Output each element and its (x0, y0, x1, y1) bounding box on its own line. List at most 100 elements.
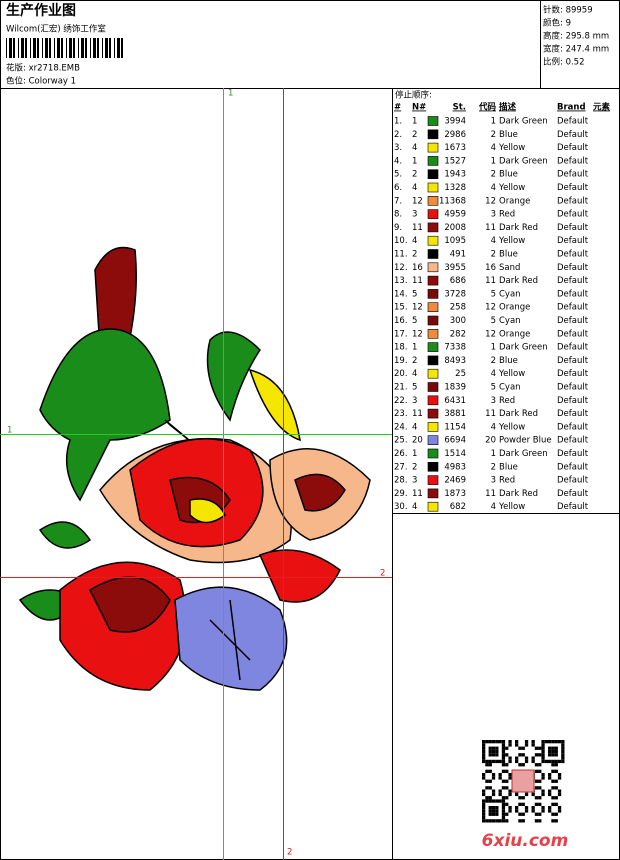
bar-stripe (81, 38, 84, 58)
description: Blue (499, 462, 518, 472)
qr-cell (534, 802, 539, 806)
qr-cell (498, 799, 502, 803)
watermark: 6xiu.com (482, 831, 569, 851)
code: 11 (485, 223, 496, 233)
needle: 3 (412, 476, 417, 486)
qr-cell (491, 776, 496, 780)
bar-stripe (57, 38, 60, 58)
qr-cell (482, 789, 486, 793)
qr-cell (482, 776, 486, 780)
qr-cell (538, 819, 542, 823)
qr-cell (531, 756, 535, 760)
color-swatch (427, 422, 439, 432)
code: 12 (485, 329, 496, 339)
qr-cell (485, 779, 489, 783)
description: Dark Green (499, 343, 548, 353)
row-number: 25. (394, 436, 408, 446)
color-swatch (427, 116, 439, 126)
column-header: 元素 (593, 102, 611, 113)
qr-cell (544, 740, 548, 744)
qr-cell (521, 812, 525, 816)
description: Red (499, 210, 515, 220)
color-swatch (427, 169, 439, 179)
qr-cell (508, 759, 512, 764)
qr-cell (501, 796, 506, 800)
description: Orange (499, 303, 530, 313)
qr-cell (482, 773, 486, 777)
qr-cell (534, 796, 539, 800)
row-number: 29. (394, 489, 408, 499)
stitches: 1943 (444, 170, 466, 180)
qr-cell (482, 806, 486, 810)
qr-cell (541, 789, 545, 793)
color-swatch (427, 302, 439, 313)
qr-cell (495, 740, 499, 744)
stitches: 6431 (444, 396, 466, 406)
code: 3 (491, 210, 496, 220)
qr-cell (557, 792, 562, 797)
row-number: 28. (394, 476, 408, 486)
qr-cell (561, 743, 565, 747)
qr-cell (538, 779, 542, 783)
qr-logo (511, 769, 535, 793)
qr-cell (551, 746, 555, 750)
qr-cell (501, 815, 506, 820)
description: Blue (499, 356, 518, 366)
stitches: 1839 (444, 383, 466, 393)
qr-cell (548, 789, 552, 793)
color-swatch (427, 328, 439, 339)
description: Dark Green (499, 117, 548, 127)
qr-cell (521, 753, 525, 757)
qr-cell (498, 819, 502, 823)
brand: Default (557, 196, 589, 206)
brand: Default (557, 276, 589, 286)
qr-cell (541, 743, 545, 747)
qr-cell (482, 819, 486, 823)
qr-cell (495, 806, 499, 810)
color-swatch (427, 209, 439, 219)
stitches: 4959 (444, 210, 466, 220)
qr-cell (551, 759, 555, 764)
description: Dark Green (499, 449, 548, 459)
brand: Default (557, 143, 589, 153)
needle: 1 (412, 117, 417, 127)
qr-cell (538, 769, 542, 773)
qr-cell (488, 819, 492, 823)
qr-cell (495, 799, 499, 803)
needle: 12 (412, 329, 423, 339)
qr-cell (488, 799, 492, 803)
code: 4 (491, 143, 496, 153)
qr-cell (482, 792, 486, 797)
brand: Default (557, 210, 589, 220)
qr-cell (488, 812, 492, 816)
qr-cell (544, 759, 548, 764)
qr-cell (518, 802, 522, 806)
qr-cell (554, 763, 558, 767)
brand: Default (557, 170, 589, 180)
bar-stripe (121, 38, 123, 58)
needle: 1 (412, 156, 417, 166)
qr-cell (551, 812, 555, 816)
needle: 5 (412, 289, 417, 299)
stitches: 282 (450, 329, 466, 339)
qr-cell (515, 809, 519, 813)
description: Sand (499, 263, 520, 273)
brand: Default (557, 383, 589, 393)
qr-cell (534, 812, 539, 816)
needle: 2 (412, 250, 417, 260)
qr-cell (557, 773, 562, 777)
stitches: 2986 (444, 130, 466, 140)
embroidery (18, 246, 371, 691)
code: 2 (491, 250, 496, 260)
qr-cell (554, 779, 558, 783)
color-swatch (427, 142, 439, 153)
code: 11 (485, 276, 496, 286)
code: 1 (491, 117, 496, 127)
needle: 4 (412, 143, 417, 153)
qr-cell (482, 753, 486, 757)
bar-stripe (42, 38, 43, 58)
needle: 4 (412, 236, 417, 246)
bar-stripe (66, 38, 67, 58)
guide-label: 2 (380, 569, 385, 579)
